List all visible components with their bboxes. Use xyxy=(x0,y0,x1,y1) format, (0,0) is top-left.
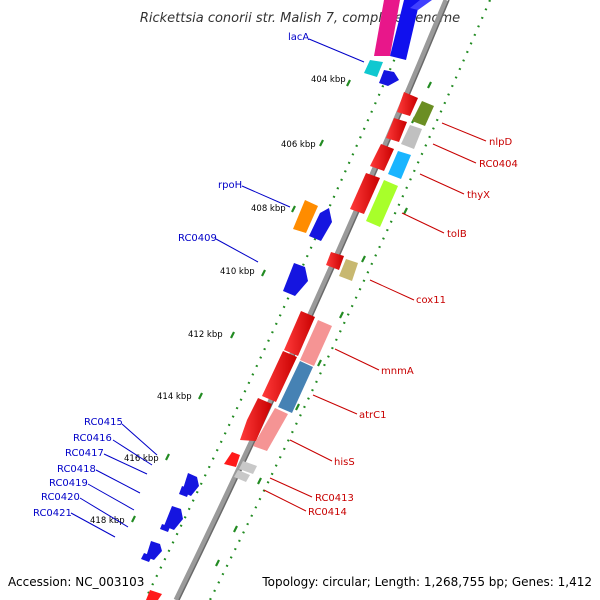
blue-leaders xyxy=(70,38,365,538)
gene-hiss-red[interactable] xyxy=(240,398,272,441)
kbp-label-406: 406 kbp xyxy=(281,140,316,150)
gene-label-nlpd[interactable]: nlpD xyxy=(489,137,512,148)
gene-mnma-red[interactable] xyxy=(284,311,315,356)
gene-tolb-red[interactable] xyxy=(350,173,380,214)
kbp-label-404: 404 kbp xyxy=(311,75,346,85)
genome-backbone-shadow xyxy=(178,0,450,600)
gene-hiss-pink[interactable] xyxy=(253,408,288,451)
gene-rpoh-orange[interactable] xyxy=(293,200,318,233)
gene-thyx-cyan[interactable] xyxy=(388,151,411,179)
red-leaders xyxy=(263,122,487,512)
gene-bottom-red[interactable] xyxy=(146,590,162,600)
reverse-genes xyxy=(224,92,434,482)
outer-tick-ring xyxy=(144,0,422,600)
gene-label-laca[interactable]: lacA xyxy=(288,32,309,43)
forward-genes xyxy=(141,0,432,600)
gene-cox11-khaki[interactable] xyxy=(339,259,358,281)
gene-tolb-green[interactable] xyxy=(366,180,398,227)
kbp-label-418: 418 kbp xyxy=(90,516,125,526)
gene-label-mnma[interactable]: mnmA xyxy=(381,366,414,377)
gene-rpoh-blue[interactable] xyxy=(309,208,332,241)
gene-label-rc0415[interactable]: RC0415 xyxy=(84,417,123,428)
gene-cox11-red[interactable] xyxy=(326,252,344,270)
kbp-label-412: 412 kbp xyxy=(188,330,223,340)
gene-rc0417[interactable] xyxy=(164,506,183,530)
kbp-label-410: 410 kbp xyxy=(220,267,255,277)
gene-laca-cyan[interactable] xyxy=(364,60,383,77)
gene-label-rc0419[interactable]: RC0419 xyxy=(49,478,88,489)
gene-label-rpoh[interactable]: rpoH xyxy=(218,180,242,191)
gene-rc0413-red[interactable] xyxy=(224,452,240,467)
gene-rc0404-grey[interactable] xyxy=(401,125,422,149)
gene-block-magenta[interactable] xyxy=(374,0,400,56)
kbp-label-408: 408 kbp xyxy=(251,204,286,214)
gene-label-rc0421[interactable]: RC0421 xyxy=(33,508,72,519)
gene-label-rc0414[interactable]: RC0414 xyxy=(308,507,347,518)
genome-backbone xyxy=(173,0,449,600)
kbp-label-416: 416 kbp xyxy=(124,454,159,464)
gene-block-blue-top-2[interactable] xyxy=(410,0,432,10)
gene-label-cox11[interactable]: cox11 xyxy=(416,295,446,306)
accession-text: Accession: NC_003103 xyxy=(8,575,144,589)
gene-label-rc0404[interactable]: RC0404 xyxy=(479,159,518,170)
gene-rc0414-grey[interactable] xyxy=(234,470,250,482)
gene-rc0418[interactable] xyxy=(160,524,170,532)
inner-tick-ring xyxy=(209,0,492,600)
gene-rc0420[interactable] xyxy=(141,553,152,562)
kbp-label-414: 414 kbp xyxy=(157,392,192,402)
gene-atrc1-red[interactable] xyxy=(262,351,297,402)
gene-block-blue-top[interactable] xyxy=(390,0,420,60)
gene-label-rc0409[interactable]: RC0409 xyxy=(178,233,217,244)
gene-rc0416[interactable] xyxy=(179,486,190,497)
gene-label-rc0418[interactable]: RC0418 xyxy=(57,464,96,475)
gene-mnma-pink[interactable] xyxy=(300,320,332,366)
gene-nlpd-olive[interactable] xyxy=(412,101,434,126)
gene-thyx-red[interactable] xyxy=(370,144,394,171)
gene-rc0404-red[interactable] xyxy=(386,118,407,142)
gene-label-rc0413[interactable]: RC0413 xyxy=(315,493,354,504)
gene-label-tolb[interactable]: tolB xyxy=(447,229,467,240)
gene-label-thyx[interactable]: thyX xyxy=(467,190,490,201)
gene-rc0413-grey[interactable] xyxy=(239,461,257,474)
gene-atrc1-steel[interactable] xyxy=(278,361,313,413)
gene-label-rc0416[interactable]: RC0416 xyxy=(73,433,112,444)
gene-label-rc0417[interactable]: RC0417 xyxy=(65,448,104,459)
gene-laca-blue[interactable] xyxy=(379,70,399,86)
gene-label-atrc1[interactable]: atrC1 xyxy=(359,410,387,421)
gene-rc0409[interactable] xyxy=(283,263,308,296)
gene-label-rc0420[interactable]: RC0420 xyxy=(41,492,80,503)
topology-text: Topology: circular; Length: 1,268,755 bp… xyxy=(261,575,592,589)
gene-nlpd-red[interactable] xyxy=(397,92,418,116)
gene-label-hiss[interactable]: hisS xyxy=(334,457,355,468)
